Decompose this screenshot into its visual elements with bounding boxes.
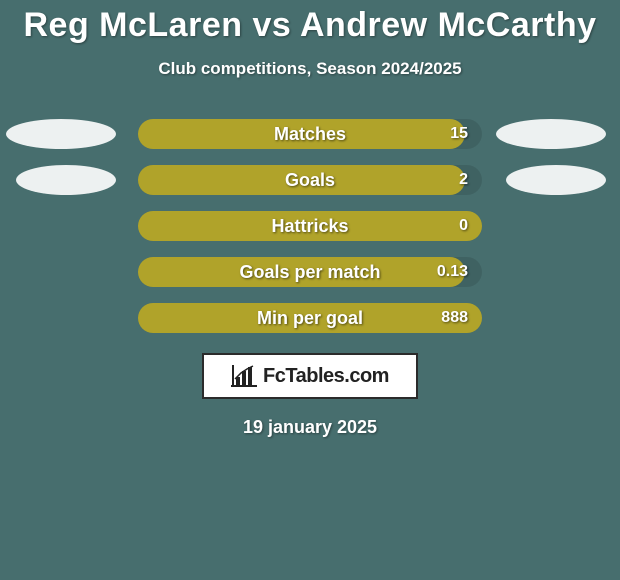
stat-row-gpm: Goals per match 0.13	[0, 257, 620, 287]
stat-value: 888	[441, 303, 468, 333]
stat-row-goals: Goals 2	[0, 165, 620, 195]
stat-label: Min per goal	[138, 303, 482, 333]
left-player-ellipse	[6, 119, 116, 149]
stat-label: Goals per match	[138, 257, 482, 287]
right-player-ellipse	[506, 165, 606, 195]
stat-row-matches: Matches 15	[0, 119, 620, 149]
left-player-ellipse	[16, 165, 116, 195]
date-label: 19 january 2025	[0, 417, 620, 438]
stat-row-hattricks: Hattricks 0	[0, 211, 620, 241]
stat-label: Matches	[138, 119, 482, 149]
stat-label: Goals	[138, 165, 482, 195]
stat-value: 2	[459, 165, 468, 195]
stat-value: 0	[459, 211, 468, 241]
stat-row-mpg: Min per goal 888	[0, 303, 620, 333]
brand-box[interactable]: FcTables.com	[202, 353, 418, 399]
stat-value: 15	[450, 119, 468, 149]
page-title: Reg McLaren vs Andrew McCarthy	[0, 0, 620, 45]
right-player-ellipse	[496, 119, 606, 149]
brand-text: FcTables.com	[263, 365, 389, 388]
page-subtitle: Club competitions, Season 2024/2025	[0, 59, 620, 79]
stat-value: 0.13	[437, 257, 468, 287]
stat-label: Hattricks	[138, 211, 482, 241]
stats-block: Matches 15 Goals 2 Hattricks 0 Goals per…	[0, 119, 620, 333]
bar-chart-icon	[231, 365, 257, 387]
comparison-card: Reg McLaren vs Andrew McCarthy Club comp…	[0, 0, 620, 580]
